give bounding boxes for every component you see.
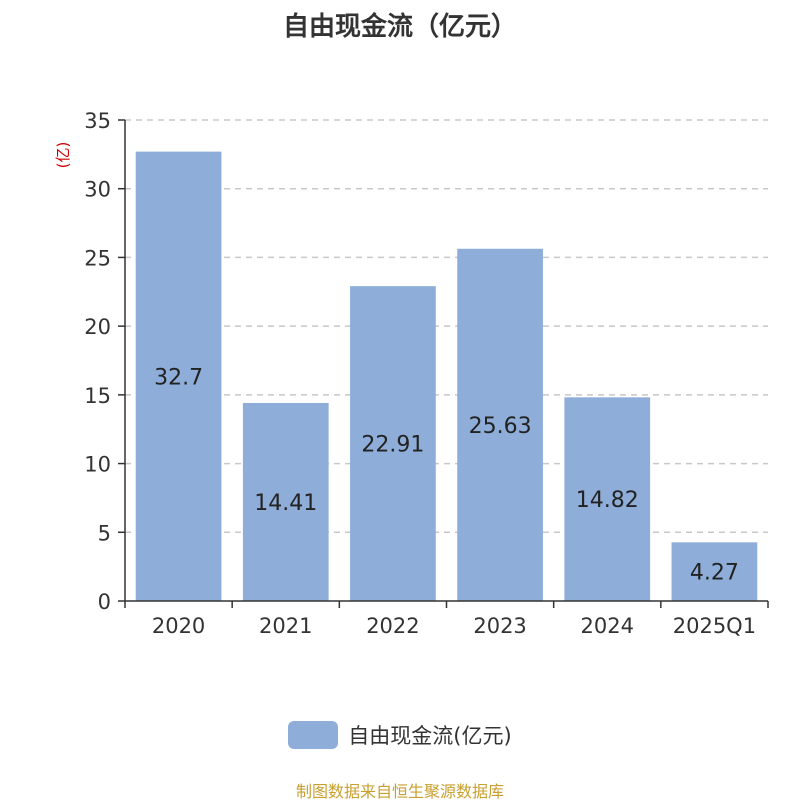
y-tick-label: 0 <box>98 590 111 614</box>
bar-chart: 32.7 14.41 22.91 25.63 14.82 4.27 0 5 10 15 20 25 3… <box>54 109 769 638</box>
bar-data-label: 14.41 <box>254 491 317 516</box>
legend-swatch <box>288 721 339 749</box>
x-tick-label: 2024 <box>581 614 634 638</box>
bar-data-label: 25.63 <box>469 414 532 439</box>
legend-label: 自由现金流(亿元) <box>348 724 512 748</box>
bar <box>135 151 222 601</box>
bars: 32.7 14.41 22.91 25.63 14.82 4.27 <box>135 151 758 601</box>
y-tick-label: 10 <box>84 453 111 477</box>
y-tick-label: 35 <box>84 109 111 133</box>
bar <box>350 286 436 601</box>
bar <box>564 397 651 601</box>
bar-data-label: 32.7 <box>154 365 203 390</box>
chart-title: 自由现金流（亿元） <box>282 12 517 42</box>
bar <box>457 248 543 601</box>
axes: 0 5 10 15 20 25 30 35 2020 2021 2022 2023 2024 2025Q1 <box>84 109 769 638</box>
x-tick-label: 2022 <box>366 614 419 638</box>
bar-data-label: 4.27 <box>690 561 739 586</box>
y-axis-unit-label: (亿) <box>54 142 72 169</box>
x-tick-label: 2020 <box>152 614 205 638</box>
bar <box>242 402 329 601</box>
y-tick-label: 30 <box>84 178 111 202</box>
y-tick-label: 20 <box>84 315 111 339</box>
legend[interactable]: 自由现金流(亿元) <box>0 720 800 750</box>
y-tick-label: 5 <box>98 521 111 545</box>
x-tick-label: 2025Q1 <box>673 614 756 638</box>
bar-data-label: 22.91 <box>361 433 424 458</box>
bar-data-label: 14.82 <box>576 488 639 513</box>
source-note: 制图数据来自恒生聚源数据库 <box>295 782 504 801</box>
y-tick-label: 15 <box>84 384 111 408</box>
x-tick-label: 2021 <box>259 614 312 638</box>
grid-lines <box>125 119 768 534</box>
x-tick-label: 2023 <box>473 614 526 638</box>
y-tick-label: 25 <box>84 246 111 270</box>
bar <box>671 542 758 601</box>
